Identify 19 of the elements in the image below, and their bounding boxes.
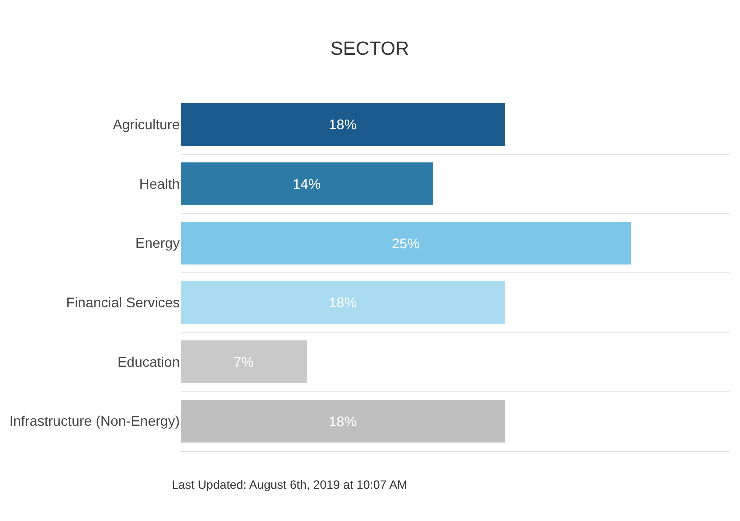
y-tick-label: Infrastructure (Non-Energy) bbox=[10, 413, 180, 430]
data-label: 25% bbox=[392, 235, 420, 252]
bar bbox=[181, 162, 433, 206]
bar bbox=[181, 222, 631, 265]
data-label: 18% bbox=[328, 413, 358, 430]
y-tick-label: Health bbox=[140, 176, 180, 192]
data-label: 18% bbox=[328, 294, 358, 311]
y-tick-label: Agriculture bbox=[113, 116, 180, 133]
bar bbox=[181, 340, 307, 384]
data-label: 14% bbox=[292, 176, 322, 192]
chart-title: SECTOR bbox=[330, 38, 410, 60]
y-tick-label: Education bbox=[118, 354, 180, 370]
bar bbox=[181, 281, 505, 324]
y-tick-label: Energy bbox=[136, 235, 180, 252]
bar bbox=[181, 103, 505, 146]
text: Last Updated: August 6th, 2019 at 10:07 AM bbox=[172, 478, 408, 492]
bar bbox=[181, 400, 505, 443]
data-label: 18% bbox=[328, 116, 358, 133]
y-tick-label: Financial Services bbox=[66, 294, 180, 311]
